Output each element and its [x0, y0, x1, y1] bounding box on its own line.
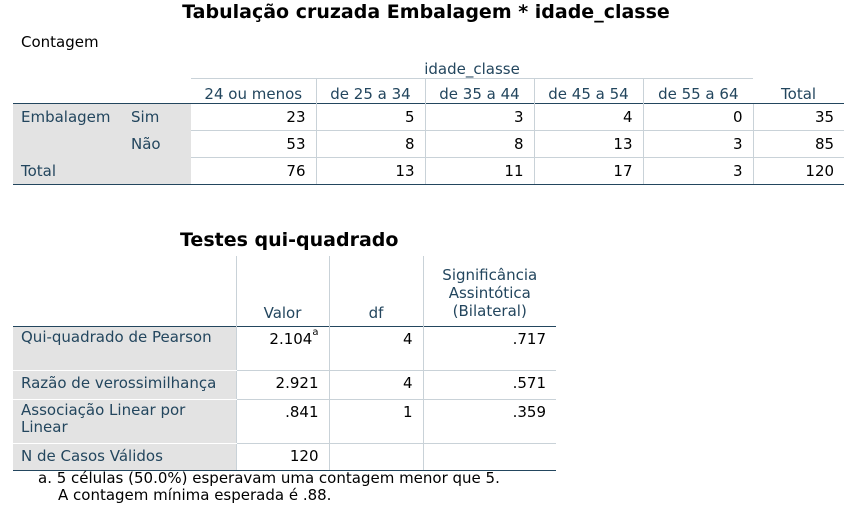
cell-value: 5: [315, 103, 425, 131]
cell-value: 76: [191, 157, 316, 185]
footnote-line-1: a. 5 células (50.0%) esperavam uma conta…: [38, 469, 500, 487]
test-label: Qui-quadrado de Pearson: [13, 326, 236, 371]
cell-value: 4: [328, 370, 423, 400]
cell-value: 11: [424, 157, 534, 185]
cell-value: 3: [424, 103, 534, 131]
row-category-label: Sim: [123, 103, 191, 131]
cell-value: 13: [533, 130, 643, 158]
cell-value: 8: [424, 130, 534, 158]
crosstab-subtitle: Contagem: [21, 33, 99, 51]
chisq-title: Testes qui-quadrado: [180, 229, 399, 251]
grand-total: 120: [752, 157, 845, 185]
table-row: Qui-quadrado de Pearson 2.104a 4 .717: [13, 326, 556, 371]
cell-value: .841: [235, 399, 329, 444]
cell-value: .717: [422, 326, 556, 371]
cell-value: 4: [328, 326, 423, 371]
df-header: df: [328, 256, 423, 327]
cell-value: .571: [422, 370, 556, 400]
cell-value: 3: [642, 130, 754, 158]
crosstab-title: Tabulação cruzada Embalagem * idade_clas…: [182, 1, 670, 23]
footnote-marker: a: [312, 327, 319, 338]
cell-value: 13: [315, 157, 425, 185]
test-label: N de Casos Válidos: [13, 443, 236, 471]
cell-value: 53: [191, 130, 316, 158]
cell-value: 0: [642, 103, 754, 131]
row-variable-label: Embalagem: [13, 103, 123, 131]
cell-value: 4: [533, 103, 643, 131]
cell-value: 2.921: [235, 370, 329, 400]
sig-header: Significância Assintótica (Bilateral): [422, 256, 556, 327]
cell-value: 1: [328, 399, 423, 444]
cell-value: 3: [642, 157, 754, 185]
table-row: Razão de verossimilhança 2.921 4 .571: [13, 370, 556, 400]
crosstab-table: idade_classe Total 24 ou menos de 25 a 3…: [13, 55, 845, 185]
table-row-total: Total 76 13 11 17 3 120: [13, 157, 845, 185]
column-header: de 45 a 54: [533, 78, 643, 104]
row-total: 85: [752, 130, 845, 158]
cell-value: .359: [422, 399, 556, 444]
row-total: 35: [752, 103, 845, 131]
table-row: Embalagem Sim 23 5 3 4 0 35: [13, 103, 845, 131]
cell-value: 17: [533, 157, 643, 185]
table-row: N de Casos Válidos 120: [13, 443, 556, 471]
column-header: 24 ou menos: [204, 85, 303, 103]
total-column-header: Total: [781, 85, 817, 103]
footnote-line-2: A contagem mínima esperada é .88.: [58, 486, 332, 504]
column-header: de 25 a 34: [315, 78, 425, 104]
column-header: de 55 a 64: [642, 78, 754, 104]
cell-value: 8: [315, 130, 425, 158]
valor-header: Valor: [235, 256, 329, 327]
cell-value: 120: [235, 443, 329, 471]
cell-value: 23: [191, 103, 316, 131]
test-label: Associação Linear por Linear: [13, 399, 236, 444]
table-row: Associação Linear por Linear .841 1 .359: [13, 399, 556, 444]
row-category-label: Não: [123, 130, 191, 158]
column-header: de 35 a 44: [424, 78, 534, 104]
table-row: Não 53 8 8 13 3 85: [13, 130, 845, 158]
total-row-label: Total: [13, 157, 191, 185]
cell-value: [422, 443, 556, 471]
chisq-table: Valor df Significância Assintótica (Bila…: [13, 256, 556, 471]
cell-value: [328, 443, 423, 471]
test-label: Razão de verossimilhança: [13, 370, 236, 400]
column-group-label: idade_classe: [191, 55, 754, 79]
cell-value: 2.104: [269, 330, 313, 348]
